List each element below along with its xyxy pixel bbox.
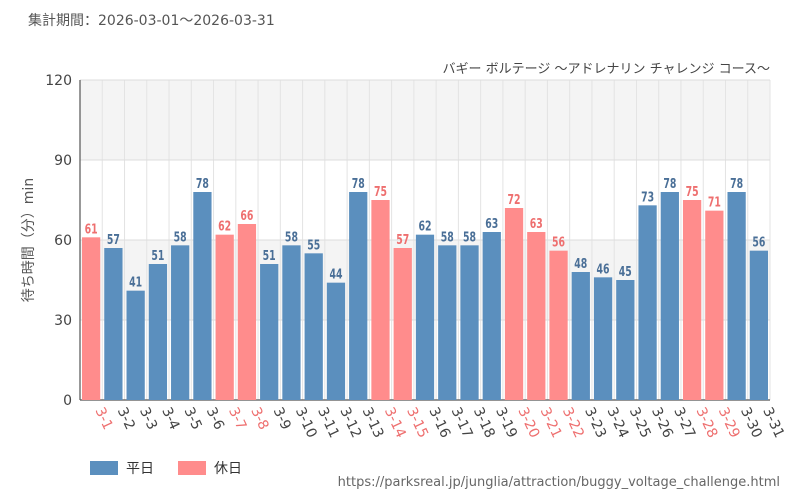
- bar: [371, 200, 390, 400]
- period-label: 集計期間：2026-03-01～2026-03-31: [28, 13, 275, 29]
- y-tick-label: 30: [54, 313, 72, 329]
- bar: [571, 272, 590, 400]
- bar: [193, 192, 212, 400]
- y-tick-label: 60: [54, 233, 72, 249]
- bar: [638, 205, 657, 400]
- plot-band: [80, 80, 770, 160]
- x-tick-label: 3-8: [247, 405, 271, 432]
- bar: [82, 237, 101, 400]
- data-label: 48: [574, 256, 587, 271]
- bar: [393, 248, 412, 400]
- data-label: 61: [85, 221, 98, 236]
- legend: 平日 休日: [90, 458, 266, 478]
- x-tick-label: 3-5: [181, 405, 205, 432]
- bar: [482, 232, 501, 400]
- data-label: 78: [196, 176, 209, 191]
- bar: [749, 250, 768, 400]
- data-label: 78: [352, 176, 365, 191]
- bar: [349, 192, 368, 400]
- bar: [438, 245, 457, 400]
- data-label: 58: [285, 229, 298, 244]
- data-label: 58: [441, 229, 454, 244]
- data-label: 41: [129, 275, 142, 290]
- bar: [215, 234, 234, 400]
- data-label: 72: [508, 192, 521, 207]
- legend-label-weekday: 平日: [126, 461, 154, 477]
- data-label: 63: [530, 216, 543, 231]
- x-tick-label: 3-3: [136, 405, 160, 432]
- legend-item-holiday: 休日: [178, 458, 242, 478]
- legend-swatch-weekday: [90, 461, 118, 475]
- bar: [504, 208, 524, 400]
- bar: [682, 200, 702, 400]
- bar: [282, 245, 301, 400]
- bar: [237, 224, 257, 400]
- bar: [549, 250, 568, 400]
- bar: [616, 280, 635, 400]
- bar: [104, 248, 123, 400]
- data-label: 56: [752, 235, 765, 250]
- data-label: 71: [708, 195, 721, 210]
- data-label: 63: [485, 216, 498, 231]
- x-tick-label: 3-31: [759, 405, 787, 441]
- y-tick-label: 0: [63, 393, 72, 409]
- data-label: 73: [641, 189, 654, 204]
- data-label: 57: [396, 232, 409, 247]
- data-label: 62: [218, 219, 231, 234]
- legend-item-weekday: 平日: [90, 458, 154, 478]
- legend-label-holiday: 休日: [214, 461, 242, 477]
- bar: [593, 277, 613, 400]
- data-label: 62: [418, 219, 431, 234]
- x-tick-label: 3-2: [114, 405, 138, 432]
- bar: [148, 264, 168, 400]
- bar: [126, 290, 145, 400]
- bar: [171, 245, 190, 400]
- data-label: 58: [174, 229, 187, 244]
- data-label: 51: [151, 248, 164, 263]
- chart-title: バギー ボルテージ ～アドレナリン チャレンジ コース～: [442, 62, 771, 77]
- legend-swatch-holiday: [178, 461, 206, 475]
- data-label: 75: [374, 184, 387, 199]
- x-tick-label: 3-6: [203, 405, 227, 433]
- bar: [260, 264, 279, 400]
- x-tick-label: 3-7: [225, 405, 249, 432]
- data-label: 75: [686, 184, 699, 199]
- bar: [727, 192, 746, 400]
- data-label: 55: [307, 237, 320, 252]
- bar: [660, 192, 679, 400]
- bar: [527, 232, 546, 400]
- x-tick-label: 3-1: [92, 405, 116, 432]
- data-label: 78: [730, 176, 743, 191]
- bar: [460, 245, 479, 400]
- source-url: https://parksreal.jp/junglia/attraction/…: [337, 475, 780, 490]
- y-tick-label: 90: [54, 153, 72, 169]
- data-label: 45: [619, 264, 632, 279]
- x-tick-label: 3-4: [158, 405, 182, 433]
- bar: [326, 282, 346, 400]
- y-tick-label: 120: [45, 73, 72, 89]
- bar: [304, 253, 323, 400]
- data-label: 78: [663, 176, 676, 191]
- bar: [705, 210, 724, 400]
- data-label: 58: [463, 229, 476, 244]
- bar: [415, 234, 435, 400]
- data-label: 46: [597, 261, 610, 276]
- data-label: 51: [263, 248, 276, 263]
- data-label: 66: [240, 208, 253, 223]
- data-label: 44: [329, 267, 342, 282]
- data-label: 57: [107, 232, 120, 247]
- x-tick-label: 3-9: [270, 405, 294, 432]
- data-label: 56: [552, 235, 565, 250]
